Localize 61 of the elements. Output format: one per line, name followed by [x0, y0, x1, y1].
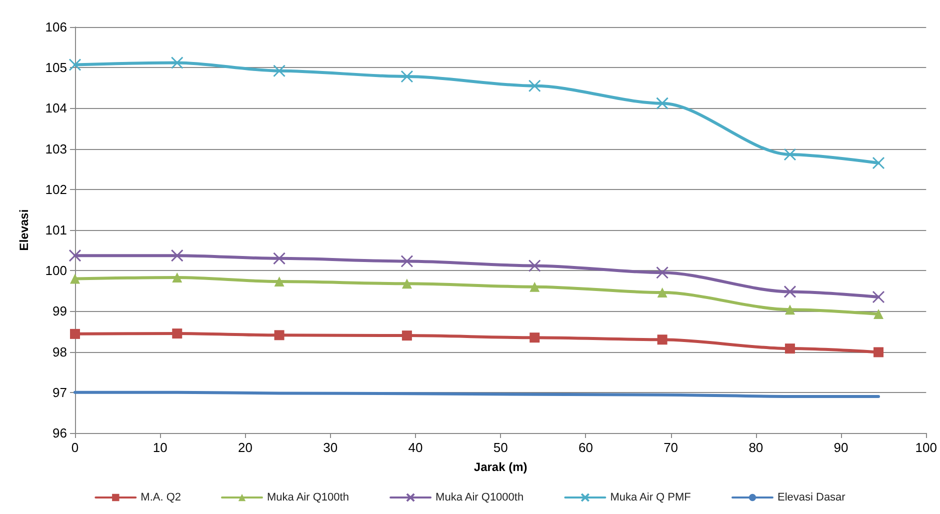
x-tick-label: 100 [915, 440, 938, 455]
point [402, 330, 412, 341]
point [784, 304, 795, 315]
point [873, 309, 884, 320]
point [528, 80, 541, 92]
point [657, 334, 668, 345]
y-tick-label: 101 [45, 222, 67, 238]
point [68, 58, 82, 72]
point [872, 156, 885, 170]
point [530, 332, 540, 343]
point [530, 282, 540, 292]
y-tick-label: 103 [45, 141, 67, 156]
legend-label: Elevasi Dasar [777, 492, 846, 504]
y-tick-label: 100 [45, 263, 67, 278]
x-tick-label: 60 [578, 440, 593, 455]
point [273, 64, 286, 78]
point [656, 97, 669, 110]
point [872, 290, 885, 304]
legend-label: Muka Air Q1000th [436, 492, 524, 504]
point [784, 148, 796, 161]
point [402, 278, 412, 289]
x-tick-label: 70 [664, 440, 678, 455]
x-tick-label: 40 [408, 440, 423, 455]
point [784, 344, 795, 354]
point [70, 274, 80, 284]
x-tick-label: 0 [71, 440, 79, 455]
point [400, 255, 414, 268]
legend-label: Muka Air Q100th [267, 492, 349, 504]
y-tick-label: 97 [52, 384, 67, 400]
y-tick-label: 99 [52, 304, 67, 319]
x-tick-label: 30 [323, 440, 338, 455]
point [170, 249, 184, 262]
point [528, 259, 541, 272]
y-tick-label: 96 [52, 426, 67, 440]
x-tick-label: 80 [748, 440, 764, 455]
point [172, 328, 182, 339]
y-axis-title: Elevasi [17, 209, 31, 251]
point [656, 266, 669, 279]
y-tick-label: 102 [45, 182, 67, 197]
point [400, 70, 414, 83]
point [273, 252, 286, 265]
point [68, 249, 82, 262]
x-tick-label: 10 [152, 440, 168, 455]
point [784, 285, 796, 298]
point [170, 56, 184, 69]
x-tick-label: 20 [238, 440, 252, 455]
point [172, 272, 182, 282]
x-axis-title: Jarak (m) [474, 460, 528, 474]
y-tick-label: 98 [52, 344, 67, 360]
point [657, 288, 668, 298]
x-tick-label: 90 [834, 440, 848, 455]
y-tick-label: 105 [45, 60, 67, 76]
point [70, 328, 80, 339]
y-tick-label: 104 [45, 100, 67, 116]
legend-label: Muka Air Q PMF [610, 492, 692, 504]
point [873, 347, 884, 358]
legend-label: M.A. Q2 [140, 492, 182, 504]
x-tick-label: 50 [493, 440, 508, 455]
y-tick-label: 106 [45, 20, 67, 34]
point [274, 330, 284, 340]
point [274, 276, 284, 287]
